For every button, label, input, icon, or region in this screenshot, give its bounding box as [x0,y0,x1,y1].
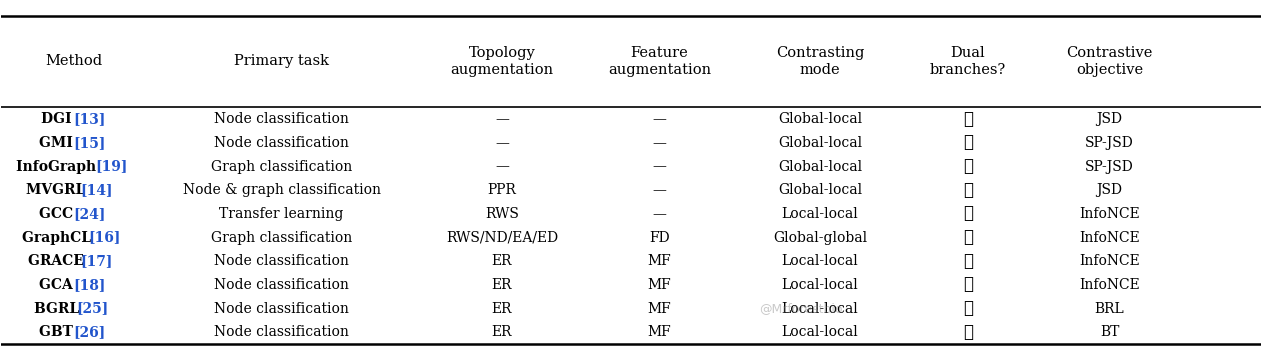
Text: GraphCL [16]: GraphCL [16] [25,231,122,245]
Text: Feature
augmentation: Feature augmentation [608,46,711,77]
Text: @Mrforestbio: @Mrforestbio [760,302,843,315]
Text: MF: MF [647,254,671,268]
Text: DGI [13]: DGI [13] [44,112,103,126]
Text: Local-local: Local-local [781,278,858,292]
Text: Local-local: Local-local [781,254,858,268]
Text: ER: ER [492,254,512,268]
Text: InfoGraph: InfoGraph [16,159,101,173]
Text: BRL: BRL [1094,302,1124,315]
Text: GCA: GCA [39,278,78,292]
Text: MF: MF [647,302,671,315]
Text: Node classification: Node classification [215,302,350,315]
Text: Global-local: Global-local [777,136,862,150]
Text: InfoNCE: InfoNCE [1079,207,1140,221]
Text: —: — [652,207,666,221]
Text: —: — [495,159,509,173]
Text: Dual
branches?: Dual branches? [930,46,1006,77]
Text: Global-local: Global-local [777,159,862,173]
Text: Local-local: Local-local [781,302,858,315]
Text: RWS/ND/EA/ED: RWS/ND/EA/ED [445,231,558,245]
Text: MVGRL [14]: MVGRL [14] [30,183,117,197]
Text: PPR: PPR [487,183,516,197]
Text: ER: ER [492,325,512,339]
Text: ✗: ✗ [963,134,973,151]
Text: GCC [24]: GCC [24] [42,207,106,221]
Text: DGI: DGI [40,112,76,126]
Text: Global-global: Global-global [772,231,867,245]
Text: MVGRL: MVGRL [27,183,91,197]
Text: Graph classification: Graph classification [211,159,352,173]
Text: GCA [18]: GCA [18] [42,278,106,292]
Text: Local-local: Local-local [781,325,858,339]
Text: ✓: ✓ [963,324,973,341]
Text: ✓: ✓ [963,253,973,270]
Text: JSD: JSD [1097,112,1122,126]
Text: —: — [652,112,666,126]
Text: GBT [26]: GBT [26] [42,325,105,339]
Text: JSD: JSD [1097,183,1122,197]
Text: InfoNCE: InfoNCE [1079,278,1140,292]
Text: Contrastive
objective: Contrastive objective [1066,46,1152,77]
Text: ✓: ✓ [963,300,973,317]
Text: [19]: [19] [96,159,127,173]
Text: ✗: ✗ [963,111,973,128]
Text: MF: MF [647,325,671,339]
Text: Transfer learning: Transfer learning [220,207,343,221]
Text: GRACE: GRACE [28,254,88,268]
Text: BT: BT [1099,325,1119,339]
Text: Graph classification: Graph classification [211,231,352,245]
Text: Global-local: Global-local [777,183,862,197]
Text: ER: ER [492,278,512,292]
Text: Local-local: Local-local [781,207,858,221]
Text: —: — [652,136,666,150]
Text: —: — [495,112,509,126]
Text: GBT: GBT [39,325,78,339]
Text: Contrasting
mode: Contrasting mode [776,46,864,77]
Text: [14]: [14] [81,183,112,197]
Text: GCC: GCC [39,207,78,221]
Text: Topology
augmentation: Topology augmentation [451,46,554,77]
Text: MF: MF [647,278,671,292]
Text: Node classification: Node classification [215,254,350,268]
Text: Node classification: Node classification [215,136,350,150]
Text: BGRL [25]: BGRL [25] [37,302,111,315]
Text: FD: FD [649,231,670,245]
Text: [13]: [13] [73,112,105,126]
Text: [24]: [24] [73,207,105,221]
Text: Node classification: Node classification [215,325,350,339]
Text: BGRL: BGRL [34,302,83,315]
Text: GraphCL: GraphCL [21,231,96,245]
Text: InfoNCE: InfoNCE [1079,254,1140,268]
Text: Global-local: Global-local [777,112,862,126]
Text: [15]: [15] [73,136,105,150]
Text: —: — [652,183,666,197]
Text: Method: Method [45,54,102,68]
Text: [25]: [25] [77,302,109,315]
Text: GMI [15]: GMI [15] [42,136,106,150]
Text: Node classification: Node classification [215,278,350,292]
Text: —: — [652,159,666,173]
Text: [17]: [17] [81,254,112,268]
Text: InfoNCE: InfoNCE [1079,231,1140,245]
Text: RWS: RWS [485,207,519,221]
Text: Node classification: Node classification [215,112,350,126]
Text: SP-JSD: SP-JSD [1085,136,1133,150]
Text: InfoGraph [19]: InfoGraph [19] [21,159,126,173]
Text: —: — [495,136,509,150]
Text: [26]: [26] [73,325,105,339]
Text: Node & graph classification: Node & graph classification [183,183,381,197]
Text: Primary task: Primary task [233,54,329,68]
Text: GRACE [17]: GRACE [17] [32,254,116,268]
Text: ✗: ✗ [963,205,973,222]
Text: ✓: ✓ [963,182,973,199]
Text: ✗: ✗ [963,158,973,175]
Text: GMI: GMI [39,136,78,150]
Text: [18]: [18] [73,278,105,292]
Text: SP-JSD: SP-JSD [1085,159,1133,173]
Text: ER: ER [492,302,512,315]
Text: ✓: ✓ [963,229,973,246]
Text: ✓: ✓ [963,276,973,293]
Text: [16]: [16] [88,231,120,245]
